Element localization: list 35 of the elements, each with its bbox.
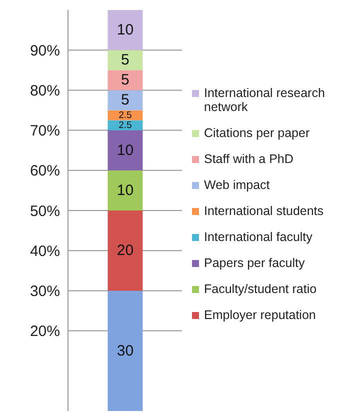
data-label: 20 bbox=[116, 242, 134, 260]
legend-label: Faculty/student ratio bbox=[204, 282, 317, 296]
data-label: 5 bbox=[121, 52, 130, 69]
legend-label: Staff with a PhD bbox=[204, 152, 294, 166]
data-label: 5 bbox=[121, 72, 130, 89]
legend-label: Citations per paper bbox=[204, 126, 310, 140]
legend-label: Employer reputation bbox=[204, 308, 316, 322]
data-label: 5 bbox=[121, 92, 130, 109]
legend-label: International students bbox=[204, 204, 324, 218]
legend-label: International faculty bbox=[204, 230, 312, 244]
legend-label: Papers per faculty bbox=[204, 256, 305, 270]
data-label: 10 bbox=[116, 182, 134, 199]
bar bbox=[108, 70, 143, 90]
y-tick-label: 50% bbox=[30, 202, 60, 220]
bar bbox=[108, 50, 143, 70]
data-label: 30 bbox=[116, 342, 134, 360]
data-label: 2.5 bbox=[118, 120, 132, 131]
data-label: 10 bbox=[116, 22, 134, 39]
y-tick-label: 70% bbox=[30, 122, 60, 140]
bar bbox=[108, 130, 143, 170]
legend-label: Web impact bbox=[204, 178, 270, 192]
legend-label: International research network bbox=[204, 86, 326, 114]
bar bbox=[108, 170, 143, 210]
bar bbox=[108, 10, 143, 50]
y-tick-label: 30% bbox=[30, 283, 60, 300]
bar bbox=[108, 290, 143, 411]
data-label: 10 bbox=[116, 142, 134, 159]
bar bbox=[108, 90, 143, 110]
y-tick-label: 20% bbox=[30, 323, 60, 340]
bar bbox=[108, 210, 143, 291]
y-tick-label: 80% bbox=[30, 82, 60, 100]
y-tick-label: 60% bbox=[30, 162, 60, 180]
y-tick-label: 40% bbox=[30, 242, 60, 260]
data-label: 2.5 bbox=[118, 110, 132, 121]
y-tick-label: 90% bbox=[30, 42, 60, 60]
